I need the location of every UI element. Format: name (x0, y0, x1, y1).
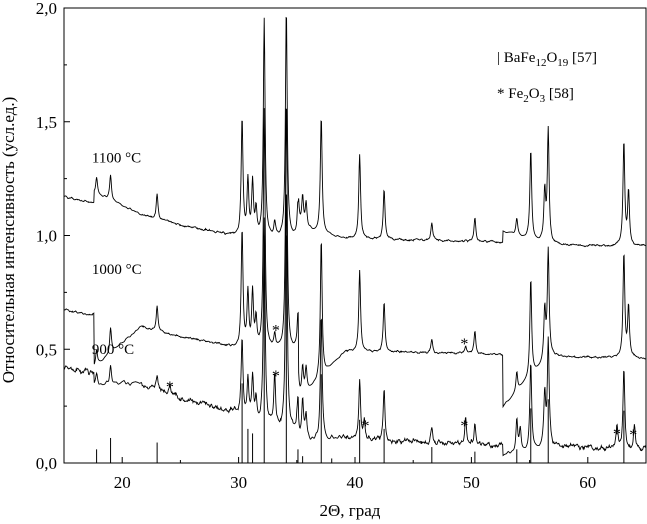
legend-entry: | BaFe12O19 [57] (497, 50, 597, 69)
y-tick-label: 2,0 (36, 0, 57, 18)
x-tick-label: 40 (347, 473, 364, 492)
impurity-star-marker: * (166, 379, 174, 396)
x-tick-label: 50 (463, 473, 480, 492)
series-label: 900 °C (92, 342, 134, 358)
x-tick-label: 60 (579, 473, 596, 492)
x-tick-label: 20 (114, 473, 131, 492)
series-label: 1000 °C (92, 262, 142, 278)
impurity-star-marker: * (460, 418, 468, 435)
impurity-star-marker: * (272, 322, 280, 339)
legend-entry: * Fe2O3 [58] (497, 86, 574, 105)
impurity-star-marker: * (629, 427, 637, 444)
legend: | BaFe12O19 [57] * Fe2O3 [58] (497, 50, 597, 105)
y-tick-label: 1,5 (36, 113, 57, 132)
series-line (63, 16, 647, 248)
impurity-star-marker: * (613, 426, 621, 443)
series-label: 1100 °C (92, 151, 141, 167)
impurity-star-marker: * (272, 368, 280, 385)
y-tick-label: 0,5 (36, 340, 57, 359)
y-tick-label: 1,0 (36, 227, 57, 246)
plot-frame (63, 7, 647, 464)
impurity-star-marker: * (460, 336, 468, 353)
axes: 20 30 40 50 60 0,0 0,5 1,0 1,5 2,0 (36, 0, 647, 492)
plot-area: 1100 °C 1000 °C * * 900 °C * * * * * * (63, 16, 647, 463)
series-line (63, 108, 647, 409)
impurity-star-marker: * (361, 418, 369, 435)
x-axis-title: 2Θ, град (320, 501, 381, 520)
y-axis-title: Относительная интенсивность (усл.ед.) (0, 97, 18, 384)
y-tick-label: 0,0 (36, 454, 57, 473)
series-line (63, 194, 647, 457)
x-tick-label: 30 (230, 473, 247, 492)
